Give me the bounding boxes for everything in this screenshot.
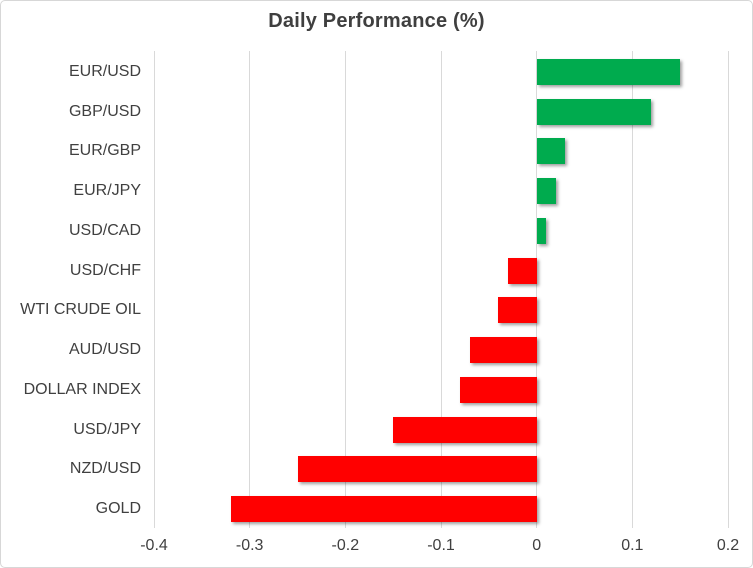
category-label-usd-jpy: USD/JPY (73, 420, 141, 438)
gridline-neg-0-4 (153, 51, 155, 528)
gridline-0 (536, 51, 538, 528)
value-axis: -0.4 -0.3 -0.2 -0.1 0 0.1 0.2 (1, 537, 752, 561)
category-label-aud-usd: AUD/USD (68, 341, 141, 359)
x-tick-label-0: 0 (532, 537, 542, 554)
category-label-eur-gbp: EUR/GBP (68, 142, 141, 160)
bar-eur-gbp (536, 138, 566, 165)
bar-dollar-index (460, 376, 537, 403)
gridline-0-1 (631, 51, 633, 528)
gridline-neg-0-2 (344, 51, 346, 528)
bar-gbp-usd (536, 98, 652, 125)
x-tick-label-0-2: 0.2 (716, 537, 740, 554)
x-tick-label-neg-0-3: -0.3 (235, 537, 264, 554)
bar-usd-cad (536, 217, 547, 244)
bar-aud-usd (469, 337, 537, 364)
x-tick-label-neg-0-2: -0.2 (331, 537, 360, 554)
x-tick-label-neg-0-1: -0.1 (427, 537, 455, 554)
x-tick-label-0-1: 0.1 (621, 537, 644, 554)
category-label-usd-cad: USD/CAD (68, 221, 141, 239)
bar-nzd-usd (297, 456, 537, 483)
category-label-eur-usd: EUR/USD (68, 62, 141, 80)
bar-usd-jpy (393, 416, 537, 443)
category-label-gold: GOLD (95, 500, 141, 518)
bar-wti-crude-oil (498, 297, 537, 324)
bar-eur-jpy (536, 178, 556, 205)
gridline-0-2 (727, 51, 729, 528)
bar-usd-chf (507, 257, 537, 284)
gridline-neg-0-3 (249, 51, 251, 528)
category-label-wti-crude-oil: WTI CRUDE OIL (20, 301, 141, 319)
category-label-gbp-usd: GBP/USD (68, 102, 141, 120)
category-label-usd-chf: USD/CHF (69, 261, 141, 279)
gridline-neg-0-1 (440, 51, 442, 528)
category-axis: EUR/USD GBP/USD EUR/GBP EUR/JPY USD/CAD USD/C… (1, 51, 141, 528)
chart-title: Daily Performance (%) (268, 10, 485, 32)
bar-gold (230, 496, 537, 523)
category-label-nzd-usd: NZD/USD (69, 460, 141, 478)
plot-area (153, 51, 729, 528)
category-label-eur-jpy: EUR/JPY (73, 182, 141, 200)
x-tick-label-neg-0-4: -0.4 (140, 537, 168, 554)
category-label-dollar-index: DOLLAR INDEX (23, 380, 141, 398)
bar-eur-usd (536, 58, 681, 85)
